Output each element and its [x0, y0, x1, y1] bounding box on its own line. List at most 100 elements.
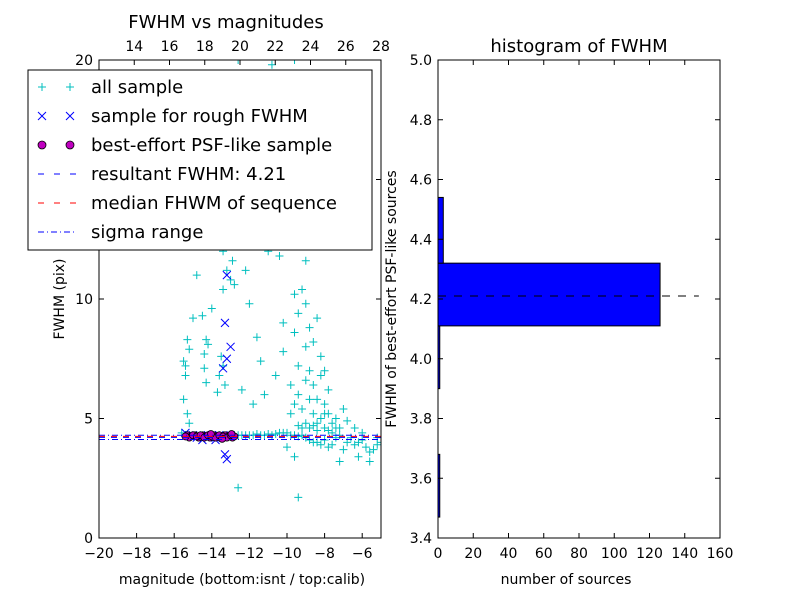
sample-point — [290, 328, 299, 337]
sample-point — [237, 385, 246, 394]
legend-entry-1: sample for rough FWHM — [37, 106, 308, 127]
legend-label: median FHWM of sequence — [91, 193, 337, 214]
sample-point — [241, 266, 250, 275]
legend-marker-right — [65, 111, 75, 121]
sample-point — [252, 333, 261, 342]
x-tick-label: 100 — [601, 546, 628, 562]
sample-point — [226, 275, 235, 284]
top-x-tick-label: 26 — [337, 39, 355, 55]
sample-point — [179, 395, 188, 404]
top-x-tick-label: 14 — [125, 39, 143, 55]
sample-point — [213, 388, 222, 397]
legend-label: sigma range — [91, 222, 203, 243]
scatter-title: FWHM vs magnitudes — [128, 12, 323, 33]
top-x-tick-label: 18 — [196, 39, 214, 55]
sample-point — [350, 424, 359, 433]
sample-point — [279, 318, 288, 327]
x-tick-label: 40 — [500, 546, 518, 562]
sample-point — [234, 60, 243, 64]
rough-point — [222, 354, 232, 364]
rough-point — [218, 363, 228, 373]
sample-point — [298, 285, 307, 294]
sample-point — [256, 357, 265, 366]
sample-point — [200, 364, 209, 373]
sample-point — [183, 409, 192, 418]
sample-point — [220, 381, 229, 390]
rough-point — [222, 270, 232, 280]
y-tick-label: 0 — [84, 531, 93, 547]
y-tick-label: 4.2 — [410, 292, 432, 308]
sample-point — [200, 349, 209, 358]
sample-point — [179, 357, 188, 366]
histogram-x-label: number of sources — [501, 572, 632, 588]
sample-point — [202, 335, 211, 344]
sample-point — [309, 421, 318, 430]
sample-point — [316, 371, 325, 380]
rough-point — [220, 449, 230, 459]
x-tick-label: 0 — [434, 546, 443, 562]
legend-label: sample for rough FWHM — [91, 106, 308, 127]
sample-point — [290, 60, 299, 64]
sample-point — [301, 342, 310, 351]
legend-entry-3: resultant FWHM: 4.21 — [38, 164, 286, 185]
sample-point — [301, 419, 310, 428]
sample-point — [320, 409, 329, 418]
sample-point — [335, 457, 344, 466]
y-tick-label: 4.0 — [410, 352, 432, 368]
sample-point — [183, 335, 192, 344]
sample-point — [202, 378, 211, 387]
x-tick-label: 140 — [671, 546, 698, 562]
sample-point — [316, 352, 325, 361]
sample-point — [361, 443, 370, 452]
legend-entry-2: best-effort PSF-like sample — [37, 135, 332, 156]
x-tick-label: −12 — [235, 546, 265, 562]
top-x-tick-label: 22 — [266, 39, 284, 55]
sample-point — [271, 371, 280, 380]
sample-point — [290, 452, 299, 461]
sample-point — [339, 404, 348, 413]
sample-point — [275, 251, 284, 260]
sample-point — [320, 400, 329, 409]
sample-point — [290, 290, 299, 299]
sample-point — [181, 371, 190, 380]
top-x-tick-label: 28 — [372, 39, 390, 55]
sample-point — [328, 440, 337, 449]
y-tick-label: 3.8 — [410, 412, 432, 428]
rough-point — [222, 454, 232, 464]
sample-point — [222, 266, 231, 275]
sample-point — [316, 440, 325, 449]
x-tick-label: −16 — [159, 546, 189, 562]
sample-point — [283, 443, 291, 452]
sample-point — [228, 256, 237, 265]
y-tick-label: 5.0 — [410, 53, 432, 69]
sample-point — [192, 271, 201, 280]
sample-point — [207, 304, 216, 313]
sample-point — [309, 409, 318, 418]
rough-point — [220, 318, 230, 328]
sample-point — [181, 361, 190, 370]
x-tick-label: −10 — [272, 546, 302, 562]
top-x-tick-label: 20 — [231, 39, 249, 55]
y-tick-label: 10 — [75, 292, 93, 308]
legend-entry-4: median FHWM of sequence — [38, 193, 337, 214]
x-tick-label: −20 — [84, 546, 114, 562]
sample-point — [305, 395, 314, 404]
sample-point — [245, 299, 254, 308]
sample-point — [339, 445, 348, 454]
scatter-panel: FWHM vs magnitudes −20 −18 −16 −14 −12 −10 −8−… — [27, 12, 390, 588]
x-tick-label: −6 — [352, 546, 373, 562]
x-tick-label: 20 — [464, 546, 482, 562]
y-tick-label: 4.4 — [410, 232, 432, 248]
legend-marker-left — [37, 111, 47, 121]
sample-point — [324, 385, 333, 394]
sample-point — [185, 345, 194, 354]
x-tick-label: 60 — [535, 546, 553, 562]
sample-point — [331, 424, 340, 433]
histogram-title: histogram of FWHM — [490, 36, 667, 57]
legend-marker-left — [37, 140, 47, 150]
sample-point — [343, 416, 352, 425]
y-tick-label: 3.4 — [410, 531, 432, 547]
rough-point — [226, 342, 235, 352]
top-x-tick-label: 16 — [161, 39, 179, 55]
sample-point — [294, 493, 303, 502]
